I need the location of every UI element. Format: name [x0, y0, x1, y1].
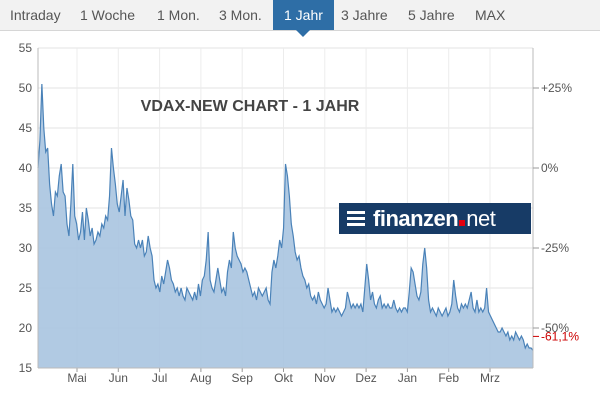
x-tick-label: Jun — [109, 371, 128, 385]
tab-label: 1 Woche — [80, 7, 135, 23]
tab-1-year[interactable]: 1 Jahr — [273, 0, 334, 37]
x-tick-label: Mai — [67, 371, 86, 385]
right-tick-label: 0% — [541, 161, 559, 175]
finanzen-net-logo: finanzen net — [339, 203, 531, 234]
tab-max[interactable]: MAX — [475, 0, 505, 30]
logo-tld-text: net — [466, 205, 496, 231]
tab-label: MAX — [475, 7, 506, 23]
tab-label: 3 Jahre — [341, 7, 388, 23]
y-tick-label: 45 — [19, 121, 33, 135]
tab-label: 5 Jahre — [408, 7, 455, 23]
x-tick-label: Aug — [190, 371, 211, 385]
plot-area — [37, 83, 534, 368]
y-tick-label: 55 — [19, 41, 33, 55]
y-tick-label: 30 — [19, 241, 33, 255]
last-change-label: -61,1% — [541, 329, 579, 343]
tab-intraday[interactable]: Intraday — [10, 0, 61, 30]
x-tick-label: Feb — [438, 371, 459, 385]
chart-title: VDAX-NEW CHART - 1 JAHR — [141, 98, 360, 115]
y-tick-label: 50 — [19, 81, 33, 95]
logo-dot — [459, 219, 466, 226]
y-tick-label: 35 — [19, 201, 33, 215]
x-tick-label: Okt — [274, 371, 293, 385]
tab-3-years[interactable]: 3 Jahre — [341, 0, 388, 30]
menu-icon — [347, 208, 365, 229]
active-tab-pointer — [296, 30, 311, 37]
y-tick-label: 20 — [19, 321, 33, 335]
period-tab-bar: Intraday 1 Woche 1 Mon. 3 Mon. 1 Jahr 3 … — [0, 0, 600, 37]
x-tick-label: Mrz — [480, 371, 500, 385]
tab-5-years[interactable]: 5 Jahre — [408, 0, 455, 30]
y-tick-label: 40 — [19, 161, 33, 175]
x-tick-label: Dez — [355, 371, 376, 385]
axes: 15 20 25 30 35 40 45 50 55 Mai Jun Jul Aug Sep Okt Nov D… — [19, 41, 580, 385]
tab-label: 1 Jahr — [284, 7, 323, 23]
x-tick-label: Sep — [232, 371, 254, 385]
x-tick-label: Jan — [398, 371, 417, 385]
right-tick-label: +25% — [541, 81, 572, 95]
tab-label: 1 Mon. — [157, 7, 200, 23]
y-tick-label: 15 — [19, 361, 33, 375]
tab-label: 3 Mon. — [219, 7, 262, 23]
right-tick-label: -50% — [541, 321, 569, 335]
x-tick-label: Nov — [314, 371, 335, 385]
tab-3-months[interactable]: 3 Mon. — [219, 0, 262, 30]
logo-brand-text: finanzen — [373, 205, 459, 231]
y-tick-label: 25 — [19, 281, 33, 295]
tab-1-month[interactable]: 1 Mon. — [157, 0, 200, 30]
tab-1-week[interactable]: 1 Woche — [80, 0, 135, 30]
tab-label: Intraday — [10, 7, 61, 23]
right-tick-label: -25% — [541, 241, 569, 255]
series-line — [37, 83, 534, 351]
x-tick-label: Jul — [152, 371, 167, 385]
